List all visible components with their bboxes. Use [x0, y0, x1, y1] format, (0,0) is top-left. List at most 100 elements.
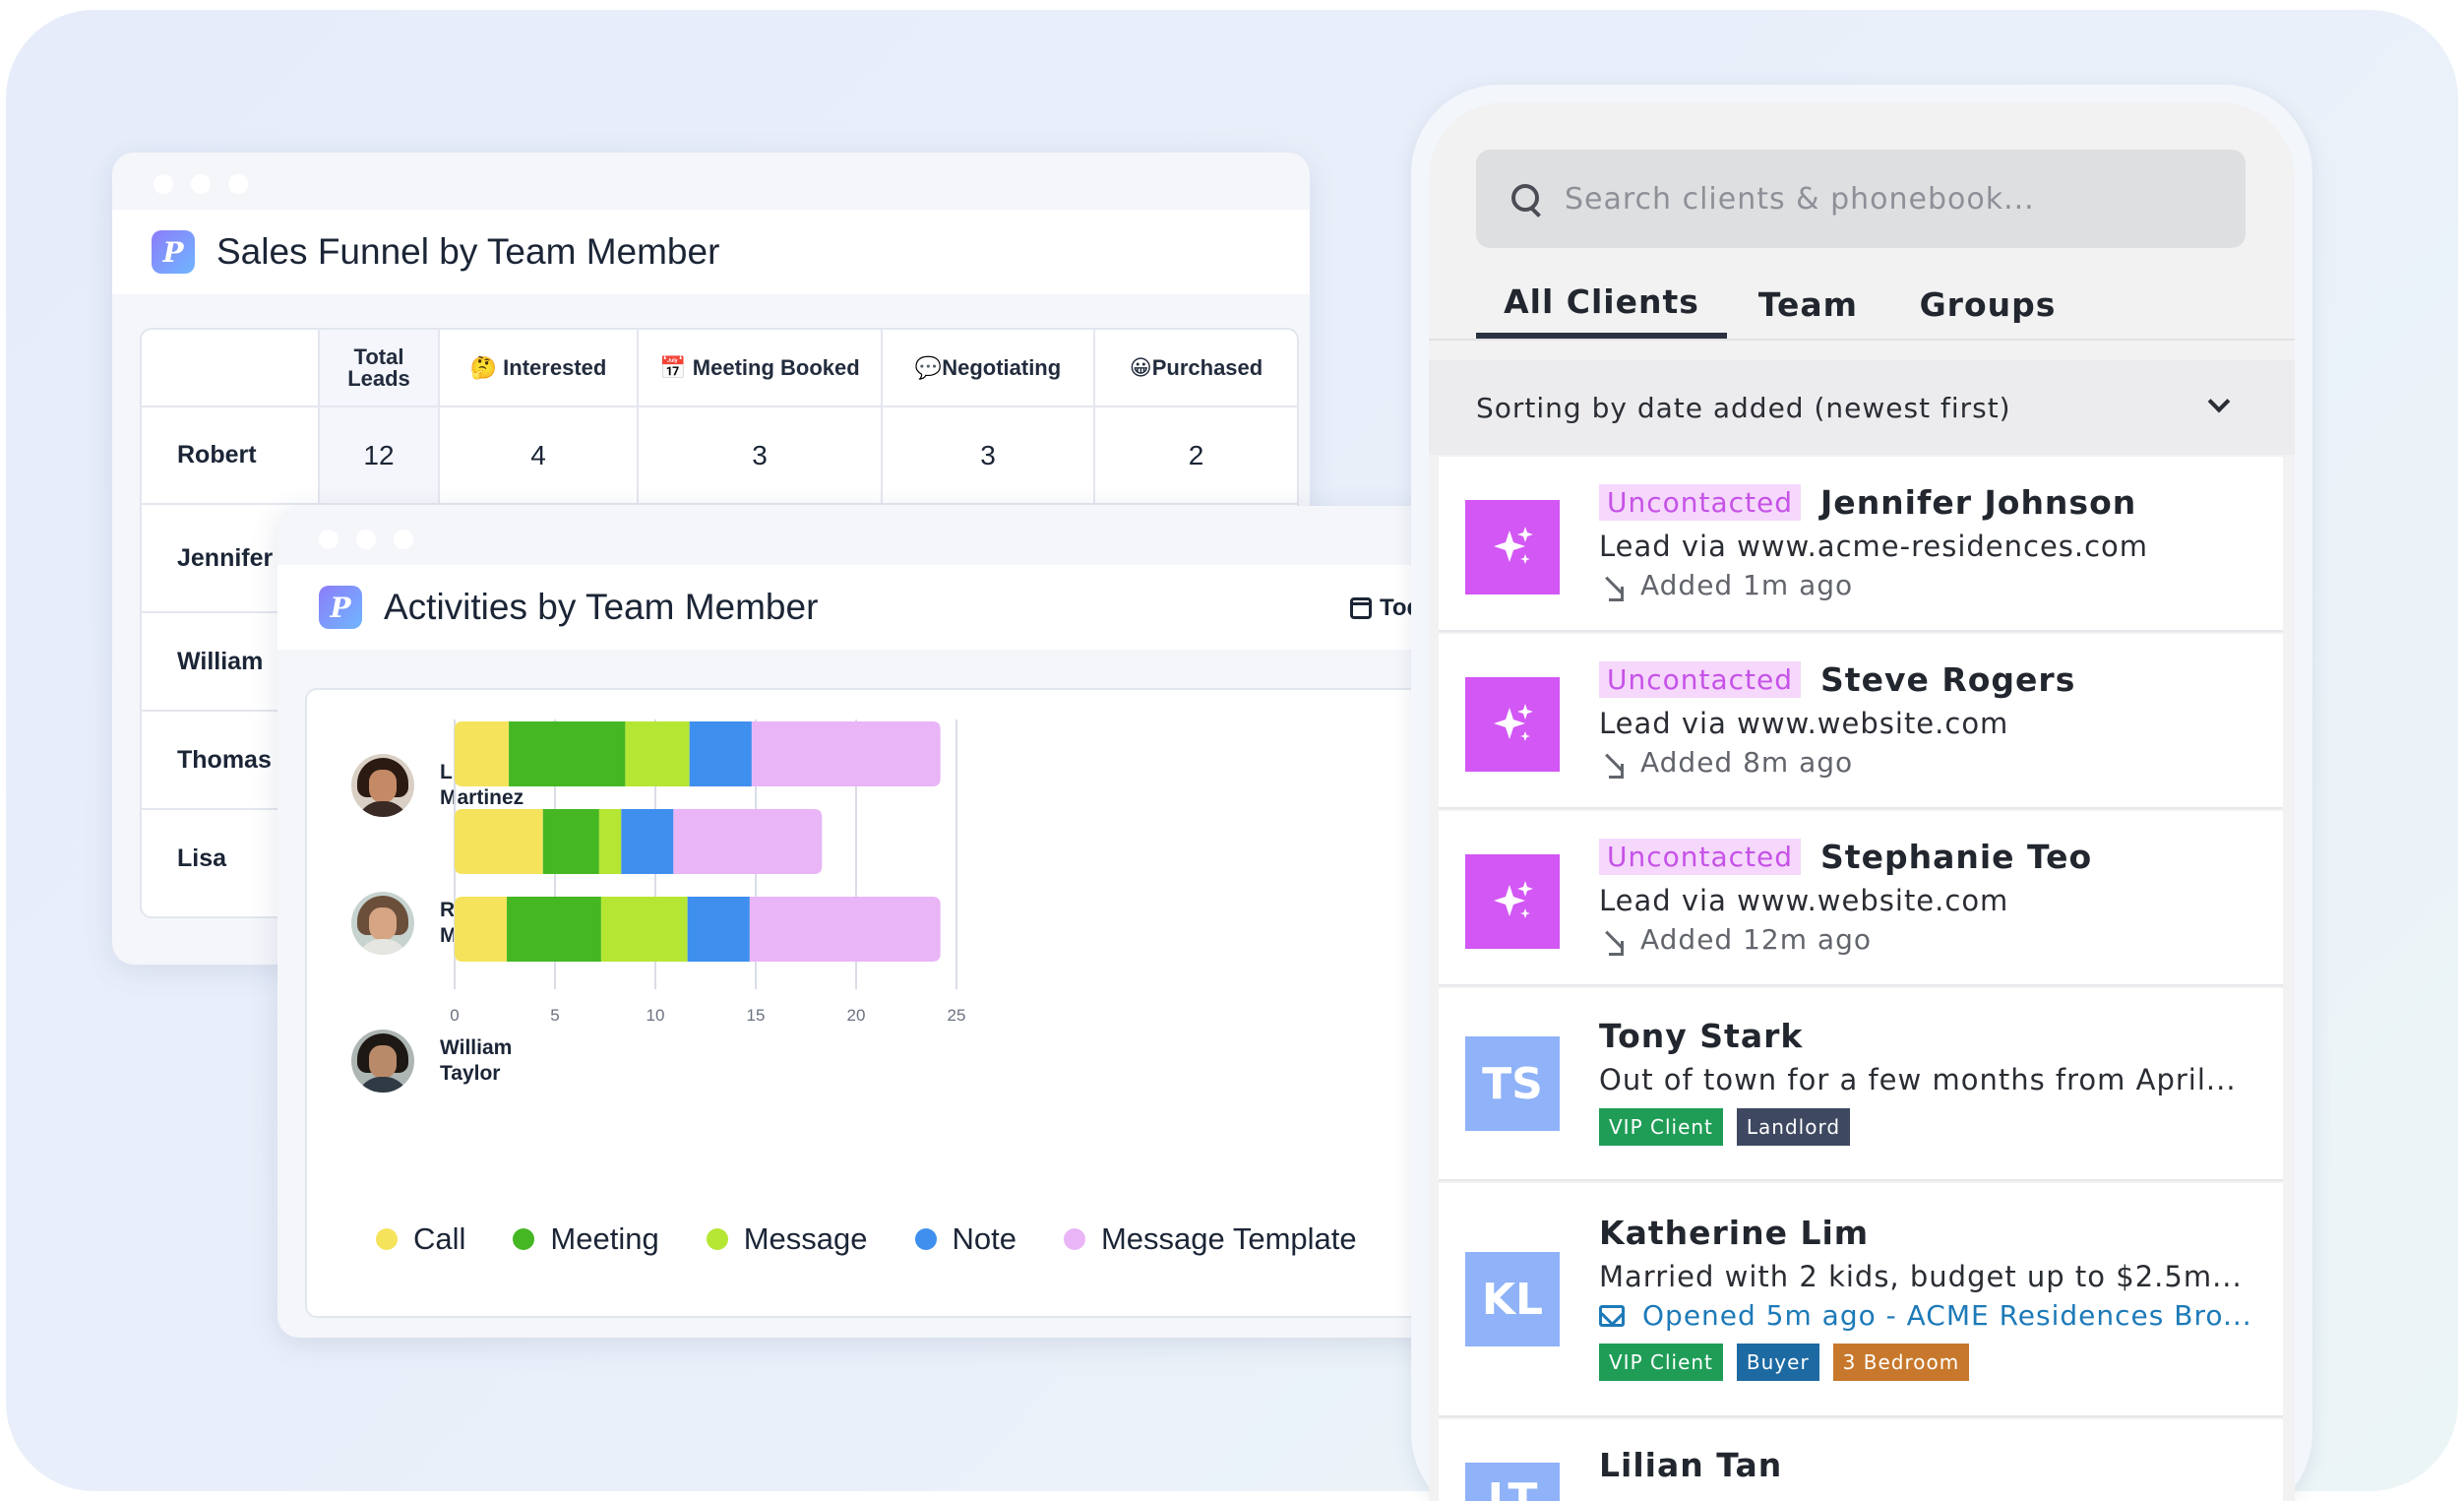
bar-segment-message[interactable]: [625, 721, 690, 786]
x-tick-label: 5: [550, 1006, 559, 1025]
lead-sparkle-icon: [1465, 500, 1560, 594]
legend-item-meeting[interactable]: Meeting: [513, 1221, 659, 1257]
table-header-row: Total Leads 🤔 Interested 📅 Meeting Booke…: [142, 330, 1297, 407]
bar-segment-call[interactable]: [455, 809, 543, 874]
clients-panel: All Clients Team Groups Sorting by date …: [1429, 102, 2295, 1501]
client-opened-email: Opened 5m ago - ACME Residences Bro...: [1599, 1299, 2252, 1332]
list-item[interactable]: TS Tony Stark Out of town for a few mont…: [1439, 988, 2283, 1181]
header-total-leads[interactable]: Total Leads: [319, 330, 440, 407]
client-added: Added 8m ago: [1599, 746, 2075, 779]
bar-segment-note[interactable]: [621, 809, 674, 874]
header-interested[interactable]: 🤔 Interested: [439, 330, 639, 407]
tag-landlord[interactable]: Landlord: [1736, 1108, 1851, 1146]
client-added: Added 12m ago: [1599, 923, 2092, 956]
arrow-down-right-icon: [1599, 750, 1625, 779]
header-purchased[interactable]: 😀Purchased: [1094, 330, 1297, 407]
legend-label: Message: [743, 1221, 868, 1256]
app-logo-icon: P: [319, 586, 362, 629]
client-added: Added 1m ago: [1599, 569, 2148, 601]
client-name[interactable]: Stephanie Teo: [1820, 837, 2093, 876]
tag-3-bedroom[interactable]: 3 Bedroom: [1832, 1344, 1970, 1381]
client-name[interactable]: Lilian Tan: [1599, 1445, 1783, 1484]
window-dot[interactable]: [154, 174, 173, 194]
activities-title: Activities by Team Member: [384, 587, 819, 627]
client-name[interactable]: Steve Rogers: [1820, 659, 2076, 699]
window-dot[interactable]: [319, 530, 339, 549]
bar-segment-message[interactable]: [598, 809, 622, 874]
bar-segment-message[interactable]: [600, 897, 688, 962]
bar-segment-note[interactable]: [687, 897, 750, 962]
chart-legend: Call Meeting Message Note Message Template: [376, 1221, 1357, 1257]
arrow-down-right-icon: [1599, 573, 1625, 601]
list-item[interactable]: Uncontacted Stephanie Teo Lead via www.we…: [1439, 811, 2283, 986]
table-row[interactable]: Lisa: [142, 809, 1297, 907]
legend-dot-icon: [706, 1228, 728, 1250]
client-name[interactable]: Jennifer Johnson: [1820, 482, 2137, 522]
table-row[interactable]: Robert 12 4 3 3 2: [142, 407, 1297, 505]
legend-item-message[interactable]: Message: [706, 1221, 868, 1257]
client-name[interactable]: Katherine Lim: [1599, 1213, 1870, 1252]
bar-segment-message-template[interactable]: [751, 721, 941, 786]
search-bar[interactable]: [1476, 150, 2246, 248]
client-initials-avatar: TS: [1465, 1036, 1560, 1131]
window-controls: [319, 530, 413, 549]
list-item[interactable]: Uncontacted Jennifer Johnson Lead via www…: [1439, 457, 2283, 632]
list-item[interactable]: LT Lilian Tan: [1439, 1419, 2283, 1501]
legend-item-note[interactable]: Note: [914, 1221, 1016, 1257]
avatar: [351, 892, 414, 955]
tag-vip-client[interactable]: VIP Client: [1599, 1108, 1723, 1146]
header-negotiating[interactable]: 💬Negotiating: [882, 330, 1095, 407]
search-input[interactable]: [1565, 181, 2214, 217]
list-item[interactable]: KL Katherine Lim Married with 2 kids, bu…: [1439, 1183, 2283, 1417]
arrow-down-right-icon: [1599, 927, 1625, 956]
tag-buyer[interactable]: Buyer: [1736, 1344, 1819, 1381]
client-subtitle: Lead via www.website.com: [1599, 884, 2009, 917]
bar-segment-note[interactable]: [689, 721, 752, 786]
row-member-name: Lisa: [177, 844, 227, 872]
legend-label: Call: [413, 1221, 466, 1256]
bar-segment-call[interactable]: [455, 721, 510, 786]
tab-team[interactable]: Team: [1757, 284, 1859, 324]
chevron-down-icon: [2207, 390, 2231, 413]
window-dot[interactable]: [191, 174, 211, 194]
tab-groups[interactable]: Groups: [1919, 284, 2057, 324]
bar-segment-meeting[interactable]: [507, 897, 601, 962]
status-badge: Uncontacted: [1599, 660, 1802, 698]
window-controls: [154, 174, 248, 194]
bar-segment-meeting[interactable]: [542, 809, 599, 874]
avatar: [351, 754, 414, 817]
legend-dot-icon: [914, 1228, 937, 1250]
table-header-blank: [142, 330, 320, 407]
header-meeting-booked[interactable]: 📅 Meeting Booked: [638, 330, 883, 407]
bar-segment-call[interactable]: [455, 897, 508, 962]
tag-vip-client[interactable]: VIP Client: [1599, 1344, 1723, 1381]
legend-dot-icon: [376, 1228, 398, 1250]
bar-segment-message-template[interactable]: [749, 897, 941, 962]
sales-funnel-title: Sales Funnel by Team Member: [216, 231, 720, 272]
window-dot[interactable]: [356, 530, 376, 549]
legend-item-call[interactable]: Call: [376, 1221, 465, 1257]
client-tabs: All Clients Team Groups: [1476, 270, 2086, 339]
legend-label: Note: [952, 1221, 1016, 1256]
sort-dropdown[interactable]: Sorting by date added (newest first): [1429, 360, 2295, 455]
window-dot[interactable]: [394, 530, 413, 549]
legend-item-message-template[interactable]: Message Template: [1063, 1221, 1357, 1257]
status-badge: Uncontacted: [1599, 838, 1802, 875]
legend-dot-icon: [1063, 1228, 1085, 1250]
row-purchased: 2: [1094, 407, 1297, 505]
bar-segment-meeting[interactable]: [509, 721, 626, 786]
team-member-william[interactable]: William Taylor: [351, 1030, 548, 1093]
tab-all-clients[interactable]: All Clients: [1476, 270, 1727, 339]
legend-label: Message Template: [1100, 1221, 1357, 1256]
bar-segment-message-template[interactable]: [673, 809, 823, 874]
activities-header: P Activities by Team Member: [277, 565, 1439, 650]
list-item[interactable]: Uncontacted Steve Rogers Lead via www.web…: [1439, 634, 2283, 809]
status-badge: Uncontacted: [1599, 483, 1802, 521]
legend-label: Meeting: [550, 1221, 659, 1256]
window-dot[interactable]: [228, 174, 248, 194]
sort-label: Sorting by date added (newest first): [1476, 391, 2011, 424]
client-subtitle: Lead via www.acme-residences.com: [1599, 530, 2149, 563]
client-name[interactable]: Tony Stark: [1599, 1016, 1804, 1055]
team-member-robert[interactable]: RobertMiller: [351, 892, 548, 955]
activities-window: P Activities by Team Member Today LizaMa…: [277, 506, 1439, 1338]
